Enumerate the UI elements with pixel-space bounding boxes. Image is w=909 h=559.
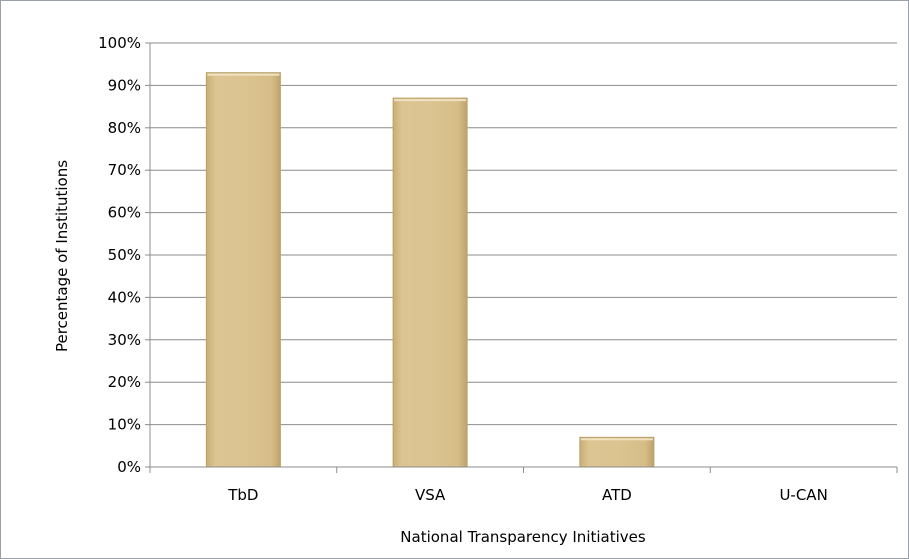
y-tick-label: 0% (117, 458, 141, 476)
x-tick-labels: TbD VSA ATD U-CAN (227, 486, 828, 504)
x-tick-label: VSA (415, 486, 446, 504)
bar-highlight (394, 99, 467, 102)
y-tick-labels: 0% 10% 20% 30% 40% 50% 60% 70% 80% 90% 100% (98, 34, 141, 476)
bar-vsa (392, 97, 468, 468)
y-tick-label: 60% (108, 204, 141, 222)
y-tick-label: 40% (108, 288, 141, 306)
y-tick-label: 90% (108, 76, 141, 94)
y-tick-label: 50% (108, 246, 141, 264)
x-axis-title: National Transparency Initiatives (400, 528, 646, 546)
bar-highlight (207, 73, 280, 76)
y-tick-label: 80% (108, 119, 141, 137)
y-axis-title: Percentage of Institutions (53, 160, 71, 352)
y-tick-label: 30% (108, 331, 141, 349)
x-tick-label: TbD (227, 486, 258, 504)
bar-atd (579, 436, 655, 468)
axes (145, 42, 898, 473)
x-tick-label: ATD (602, 486, 632, 504)
bars (205, 72, 655, 468)
bar-tbd (205, 72, 281, 468)
x-tick-label: U-CAN (779, 486, 827, 504)
y-tick-label: 70% (108, 161, 141, 179)
y-tick-label: 20% (108, 373, 141, 391)
bar-highlight (580, 438, 653, 441)
y-tick-label: 10% (108, 416, 141, 434)
y-tick-label: 100% (98, 34, 141, 52)
